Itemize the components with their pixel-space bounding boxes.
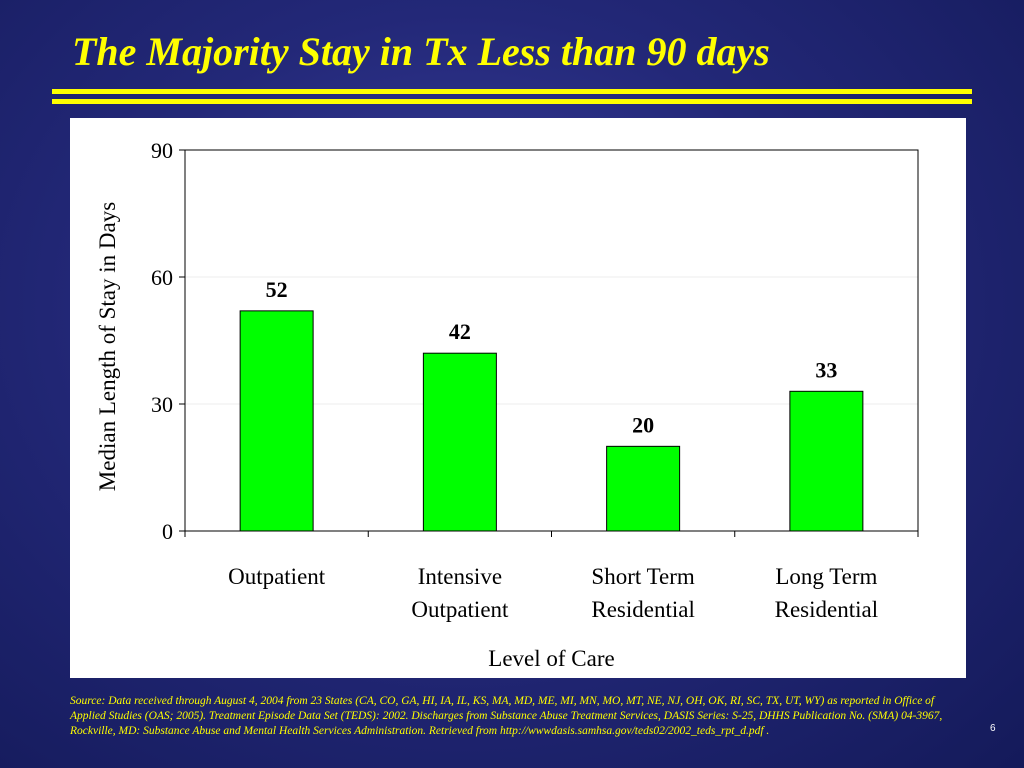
- data-label: 42: [449, 319, 471, 344]
- y-tick-label: 60: [151, 265, 173, 290]
- bar: [789, 390, 864, 532]
- source-note: Source: Data received through August 4, …: [70, 695, 943, 737]
- bar: [606, 445, 681, 532]
- y-tick-label: 30: [151, 392, 173, 417]
- data-label: 33: [815, 357, 837, 382]
- title-rule-bottom: [52, 99, 972, 104]
- chart-panel: 0 30 60 90 52 Outpatient 42 Intensive Outpatient…: [70, 118, 966, 678]
- x-category-label: Short Term: [591, 564, 694, 589]
- x-category-label: Outpatient: [228, 564, 326, 589]
- y-tick-label: 90: [151, 138, 173, 163]
- x-category-label: Long Term: [775, 564, 877, 589]
- page-number: 6: [990, 723, 996, 734]
- data-label: 20: [632, 412, 654, 437]
- data-label: 52: [266, 277, 288, 302]
- x-category-label: Outpatient: [411, 597, 509, 622]
- x-category-label: Residential: [591, 597, 694, 622]
- x-category-label: Intensive: [418, 564, 502, 589]
- slide-title: The Majority Stay in Tx Less than 90 day…: [72, 29, 770, 74]
- y-tick-label: 0: [162, 519, 173, 544]
- y-axis-title: Median Length of Stay in Days: [95, 202, 120, 491]
- x-category-label: Residential: [775, 597, 878, 622]
- bar-chart: 0 30 60 90 52 Outpatient 42 Intensive Outpatient…: [95, 138, 919, 671]
- bar: [239, 310, 314, 532]
- bar: [422, 352, 497, 532]
- title-rule-top: [52, 89, 972, 94]
- x-axis-title: Level of Care: [488, 646, 614, 671]
